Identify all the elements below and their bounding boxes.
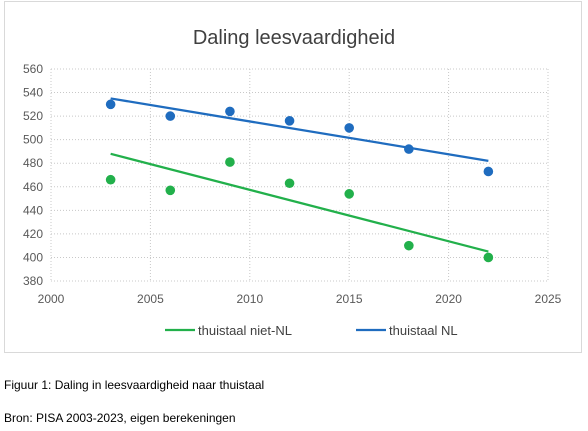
chart-area: Daling leesvaardigheid 380 400 420 440 460 48… bbox=[4, 1, 582, 353]
data-point-thuistaal-nl bbox=[105, 99, 116, 110]
y-tick-label: 480 bbox=[23, 156, 43, 170]
data-point-thuistaal-niet-nl bbox=[483, 252, 494, 263]
data-point-thuistaal-niet-nl bbox=[105, 174, 116, 185]
data-point-thuistaal-nl bbox=[344, 123, 355, 133]
source-caption: Bron: PISA 2003-2023, eigen berekeningen bbox=[4, 411, 236, 425]
legend-label-thuistaal-niet-nl: thuistaal niet-NL bbox=[198, 323, 292, 338]
legend-label-thuistaal-nl: thuistaal NL bbox=[389, 323, 458, 338]
figure-caption: Figuur 1: Daling in leesvaardigheid naar… bbox=[4, 378, 265, 392]
x-tick-label: 2010 bbox=[236, 292, 263, 306]
legend: thuistaal niet-NL thuistaal NL bbox=[165, 323, 458, 338]
x-tick-label: 2020 bbox=[435, 292, 462, 306]
chart-title: Daling leesvaardigheid bbox=[193, 27, 395, 49]
y-tick-label: 380 bbox=[23, 274, 43, 288]
data-point-thuistaal-niet-nl bbox=[284, 178, 295, 189]
data-point-thuistaal-niet-nl bbox=[344, 189, 355, 199]
data-point-thuistaal-nl bbox=[404, 144, 414, 154]
y-tick-label: 400 bbox=[23, 250, 43, 264]
y-tick-label: 560 bbox=[23, 62, 43, 76]
y-tick-label: 420 bbox=[23, 227, 43, 241]
trendline-thuistaal-niet-nl bbox=[110, 152, 489, 253]
y-tick-label: 540 bbox=[23, 86, 43, 100]
y-tick-label: 520 bbox=[23, 109, 43, 123]
data-point-thuistaal-niet-nl bbox=[404, 240, 414, 251]
trendline-thuistaal-nl bbox=[110, 97, 489, 162]
data-point-thuistaal-nl bbox=[165, 111, 176, 121]
y-tick-label: 500 bbox=[23, 133, 43, 147]
plot-layer: 380 400 420 440 460 480 500 520 540 560 2000 2005 20… bbox=[23, 62, 562, 306]
y-tick-label: 440 bbox=[23, 203, 43, 217]
y-tick-label: 460 bbox=[23, 180, 43, 194]
chart-svg: Daling leesvaardigheid 380 400 420 440 460 48… bbox=[23, 27, 562, 338]
data-point-thuistaal-nl bbox=[284, 116, 295, 126]
x-tick-label: 2000 bbox=[38, 292, 65, 306]
x-tick-label: 2025 bbox=[535, 292, 562, 306]
x-tick-label: 2005 bbox=[137, 292, 164, 306]
x-tick-label: 2015 bbox=[336, 292, 363, 306]
data-point-thuistaal-niet-nl bbox=[165, 185, 176, 196]
data-point-thuistaal-nl bbox=[225, 106, 235, 117]
data-point-thuistaal-nl bbox=[483, 166, 494, 177]
data-point-thuistaal-niet-nl bbox=[225, 157, 235, 167]
